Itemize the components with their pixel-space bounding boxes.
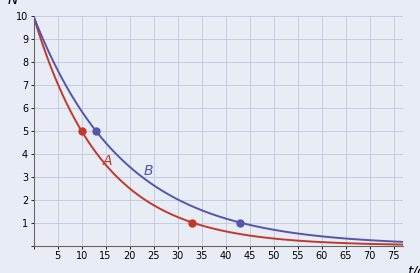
Text: N: N (8, 0, 18, 7)
Text: A: A (103, 155, 113, 168)
Text: B: B (144, 164, 153, 178)
Text: t/da: t/da (407, 264, 420, 273)
